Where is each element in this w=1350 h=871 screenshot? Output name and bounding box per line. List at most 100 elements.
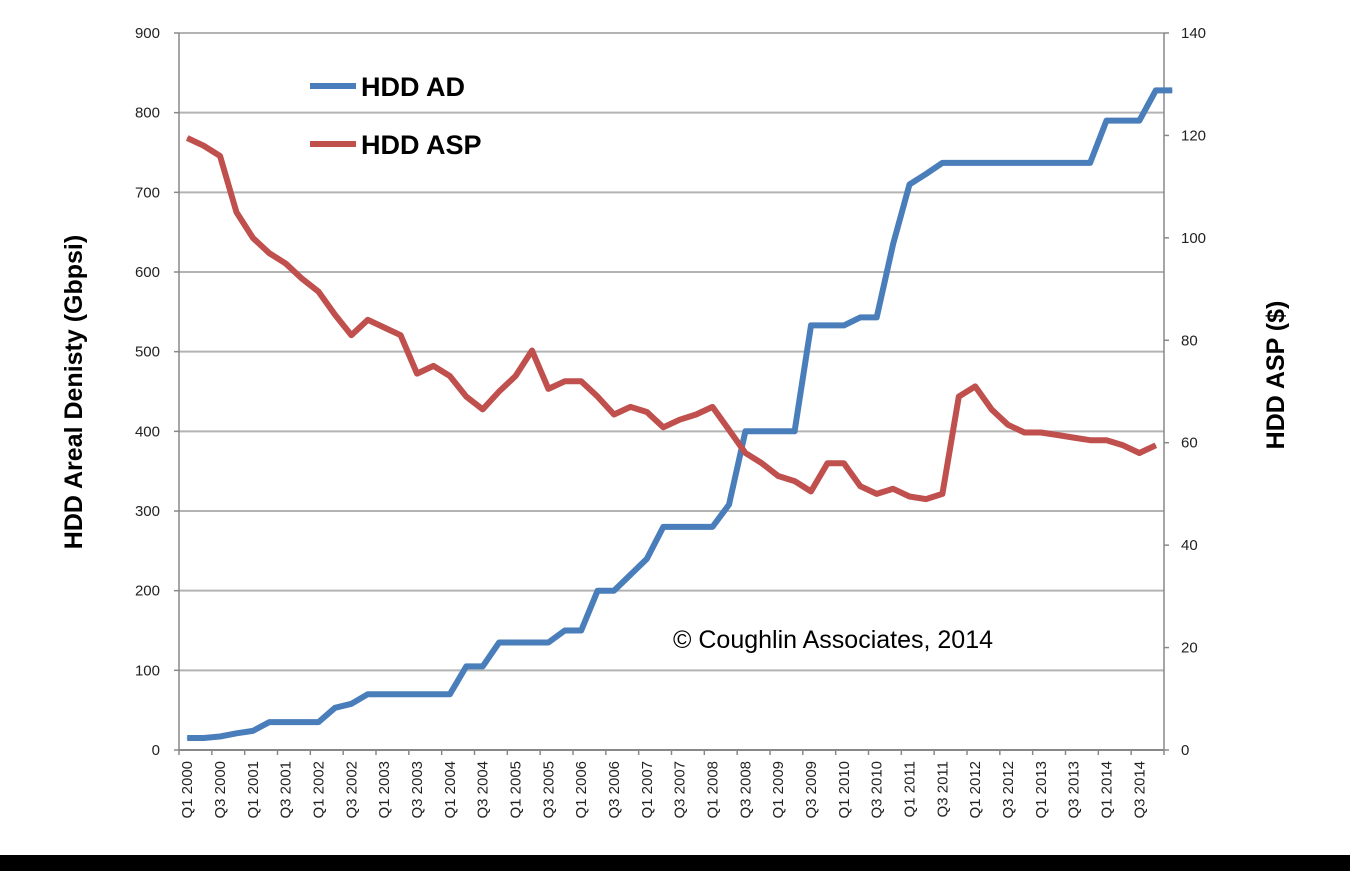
x-tick-label: Q3 2011: [934, 761, 951, 817]
y-left-tick-label: 800: [135, 105, 160, 122]
data-point-hdd-asp: [433, 365, 434, 367]
data-point-hdd-asp: [597, 396, 599, 398]
data-point-hdd-ad: [465, 665, 467, 667]
data-point-hdd-asp: [515, 375, 516, 377]
data-point-hdd-ad: [827, 324, 828, 326]
data-point-hdd-asp: [958, 396, 960, 398]
data-point-hdd-ad: [695, 526, 697, 528]
data-point-hdd-ad: [630, 574, 631, 576]
data-point-hdd-asp: [285, 263, 287, 264]
y-right-tick-label: 0: [1181, 742, 1189, 759]
data-point-hdd-ad: [892, 243, 894, 245]
data-point-hdd-ad: [449, 693, 451, 695]
data-point-hdd-ad: [761, 430, 763, 432]
data-point-hdd-ad: [350, 703, 352, 705]
data-point-hdd-ad: [547, 642, 549, 643]
x-tick-label: Q1 2014: [1099, 761, 1116, 819]
x-tick-label: Q1 2007: [639, 761, 656, 819]
x-tick-label: Q3 2007: [672, 761, 689, 819]
data-point-hdd-ad: [1040, 162, 1042, 164]
data-point-hdd-ad: [301, 721, 303, 723]
data-point-hdd-asp: [613, 414, 615, 415]
data-point-hdd-ad: [531, 642, 533, 643]
data-point-hdd-ad: [777, 430, 779, 432]
x-tick-label: Q1 2006: [573, 761, 590, 819]
data-point-hdd-ad: [744, 430, 746, 432]
data-point-hdd-asp: [679, 419, 681, 421]
data-point-hdd-ad: [482, 665, 484, 667]
data-point-hdd-asp: [236, 211, 237, 213]
data-point-hdd-ad: [613, 590, 615, 592]
x-tick-label: Q1 2004: [442, 761, 459, 819]
data-point-hdd-asp: [482, 408, 484, 410]
x-tick-label: Q1 2002: [311, 761, 328, 819]
y-left-tick-label: 200: [135, 583, 160, 600]
data-point-hdd-asp: [810, 490, 812, 492]
x-tick-label: Q3 2006: [606, 761, 623, 819]
y-left-tick-label: 600: [135, 264, 160, 281]
x-tick-label: Q1 2003: [376, 761, 393, 819]
y-right-tick-label: 20: [1181, 640, 1198, 657]
data-point-hdd-asp: [1089, 439, 1091, 441]
data-point-hdd-ad: [285, 721, 287, 723]
data-point-hdd-asp: [186, 137, 188, 139]
x-tick-label: Q3 2003: [409, 761, 426, 819]
data-point-hdd-ad: [1138, 120, 1140, 122]
data-point-hdd-asp: [416, 373, 418, 375]
data-point-hdd-ad: [1106, 120, 1107, 122]
data-point-hdd-ad: [580, 630, 582, 631]
data-point-hdd-asp: [1122, 444, 1124, 446]
x-tick-label: Q3 2008: [737, 761, 754, 819]
data-point-hdd-asp: [367, 319, 369, 321]
data-point-hdd-asp: [876, 493, 878, 495]
data-point-hdd-ad: [252, 730, 254, 732]
data-point-hdd-ad: [433, 693, 434, 695]
data-point-hdd-ad: [925, 173, 927, 175]
x-tick-label: Q1 2010: [836, 761, 853, 819]
x-tick-label: Q1 2005: [508, 761, 525, 819]
data-point-hdd-asp: [449, 375, 451, 377]
data-point-hdd-asp: [1040, 432, 1042, 433]
data-point-hdd-ad: [1089, 162, 1091, 164]
data-point-hdd-ad: [203, 737, 205, 739]
data-point-hdd-ad: [1024, 162, 1025, 164]
data-point-hdd-ad: [186, 737, 188, 739]
data-point-hdd-asp: [203, 145, 205, 147]
data-point-hdd-asp: [630, 406, 631, 408]
x-tick-label: Q3 2005: [540, 761, 557, 819]
data-point-hdd-ad: [876, 316, 878, 318]
y-left-tick-label: 900: [135, 25, 160, 42]
data-point-hdd-asp: [350, 334, 352, 336]
data-point-hdd-asp: [794, 480, 796, 482]
data-point-hdd-ad: [219, 736, 221, 737]
data-point-hdd-ad: [958, 162, 960, 164]
data-point-hdd-asp: [318, 291, 319, 293]
data-point-hdd-ad: [400, 693, 402, 695]
data-point-hdd-asp: [465, 396, 467, 398]
data-point-hdd-ad: [909, 183, 910, 185]
x-tick-label: Q3 2013: [1066, 761, 1083, 819]
data-point-hdd-ad: [383, 693, 385, 695]
data-point-hdd-asp: [531, 350, 533, 351]
data-point-hdd-asp: [843, 462, 845, 464]
data-point-hdd-asp: [761, 462, 763, 464]
x-tick-label: Q1 2008: [705, 761, 722, 819]
series-line-hdd-asp: [185, 135, 1158, 503]
data-point-hdd-asp: [1155, 444, 1157, 446]
y-left-tick-label: 400: [135, 423, 160, 440]
data-point-hdd-ad: [498, 642, 500, 643]
y-right-tick-label: 80: [1181, 332, 1198, 349]
x-tick-label: Q1 2000: [179, 761, 196, 819]
x-tick-label: Q1 2012: [967, 761, 984, 819]
y-left-tick-label: 0: [152, 742, 160, 759]
data-point-hdd-ad: [712, 526, 713, 528]
data-point-hdd-asp: [712, 406, 713, 408]
data-point-hdd-asp: [301, 278, 303, 280]
data-point-hdd-ad: [646, 558, 648, 560]
data-point-hdd-ad: [1007, 162, 1009, 164]
y-left-tick-label: 700: [135, 184, 160, 201]
data-point-hdd-ad: [318, 721, 319, 723]
data-point-hdd-ad: [941, 162, 943, 164]
